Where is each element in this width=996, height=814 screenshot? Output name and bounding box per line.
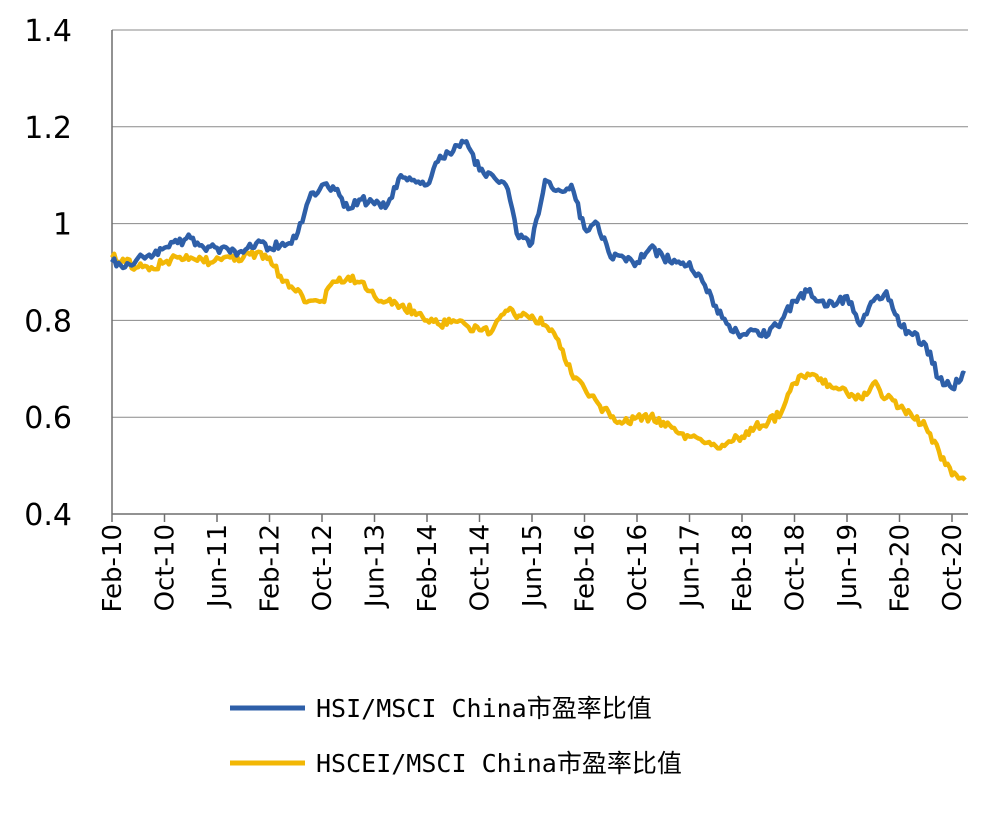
y-tick-label: 1 <box>53 208 72 243</box>
x-tick-label: Feb-12 <box>256 524 286 613</box>
series-lines <box>110 138 967 482</box>
x-tick-label: Jun-13 <box>361 524 391 609</box>
gridlines <box>112 29 968 418</box>
x-tick-label: Feb-14 <box>413 524 443 613</box>
x-tick-label: Oct-14 <box>466 524 496 611</box>
x-tick-label: Oct-20 <box>938 524 968 611</box>
x-tick-label: Oct-18 <box>781 524 811 611</box>
legend-item-hscei: HSCEI/MSCI China市盈率比值 <box>230 749 682 778</box>
x-tick-label: Feb-16 <box>571 524 601 613</box>
y-tick-label: 0.6 <box>24 401 72 436</box>
x-axis: Feb-10 Oct-10 Jun-11 Feb-12 Oct-12 Jun-13 Feb-… <box>98 513 968 613</box>
legend-label-hscei: HSCEI/MSCI China市盈率比值 <box>316 749 682 778</box>
x-tick-label: Feb-18 <box>728 524 758 613</box>
series-line-hsi <box>110 138 966 392</box>
x-tick-label: Oct-10 <box>151 524 181 611</box>
x-tick-label: Feb-20 <box>886 524 916 613</box>
series-line-hscei <box>110 249 967 482</box>
x-tick-label: Oct-12 <box>308 524 338 611</box>
y-tick-label: 0.4 <box>24 498 72 533</box>
legend-item-hsi: HSI/MSCI China市盈率比值 <box>230 694 652 723</box>
x-tick-label: Feb-10 <box>98 524 128 613</box>
x-tick-label: Oct-16 <box>623 524 653 611</box>
x-tick-label: Jun-15 <box>518 524 548 609</box>
y-tick-label: 1.4 <box>24 14 72 49</box>
legend: HSI/MSCI China市盈率比值 HSCEI/MSCI China市盈率比… <box>230 694 682 778</box>
x-tick-label: Jun-11 <box>203 524 233 609</box>
y-tick-label: 1.2 <box>24 111 72 146</box>
y-axis: 0.4 0.6 0.8 1 1.2 1.4 <box>24 14 113 533</box>
legend-label-hsi: HSI/MSCI China市盈率比值 <box>316 694 652 723</box>
y-tick-label: 0.8 <box>24 304 72 339</box>
x-tick-label: Jun-19 <box>833 524 863 609</box>
x-tick-label: Jun-17 <box>676 524 706 609</box>
